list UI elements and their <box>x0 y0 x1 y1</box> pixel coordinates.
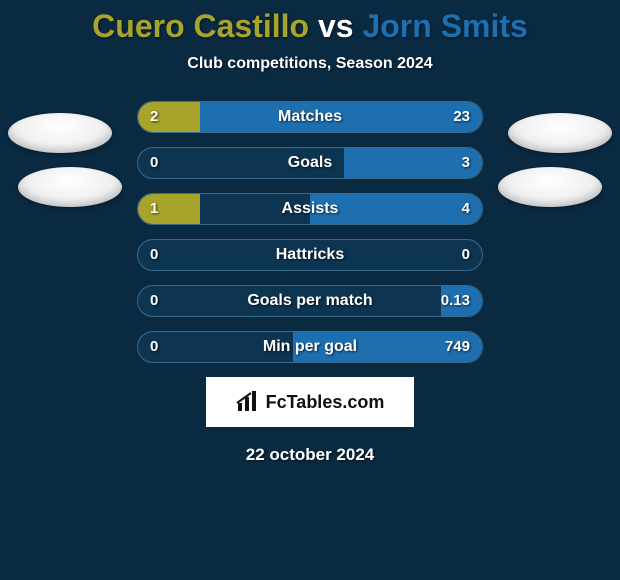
page-title: Cuero Castillo vs Jorn Smits <box>0 0 620 45</box>
stat-rows: 223Matches 03Goals 14Assists 00Hattricks 00.… <box>137 101 483 363</box>
stat-row: 03Goals <box>137 147 483 179</box>
stat-label: Goals per match <box>138 286 482 316</box>
stat-row: 14Assists <box>137 193 483 225</box>
player-b-avatar-1 <box>508 113 612 153</box>
player-b-avatar-2 <box>498 167 602 207</box>
player-a-avatar-2 <box>18 167 122 207</box>
stat-row: 0749Min per goal <box>137 331 483 363</box>
player-b-name: Jorn Smits <box>362 8 527 44</box>
stat-label: Assists <box>138 194 482 224</box>
brand-text: FcTables.com <box>266 392 385 413</box>
comparison-chart: 223Matches 03Goals 14Assists 00Hattricks 00.… <box>0 101 620 363</box>
stat-label: Matches <box>138 102 482 132</box>
bar-chart-icon <box>236 391 260 413</box>
date-label: 22 october 2024 <box>0 445 620 465</box>
vs-text: vs <box>309 8 362 44</box>
stat-row: 223Matches <box>137 101 483 133</box>
stat-label: Min per goal <box>138 332 482 362</box>
subtitle: Club competitions, Season 2024 <box>0 55 620 73</box>
stat-label: Goals <box>138 148 482 178</box>
brand-badge: FcTables.com <box>206 377 414 427</box>
player-a-avatar-1 <box>8 113 112 153</box>
player-a-name: Cuero Castillo <box>92 8 309 44</box>
stat-row: 00Hattricks <box>137 239 483 271</box>
stat-row: 00.13Goals per match <box>137 285 483 317</box>
stat-label: Hattricks <box>138 240 482 270</box>
